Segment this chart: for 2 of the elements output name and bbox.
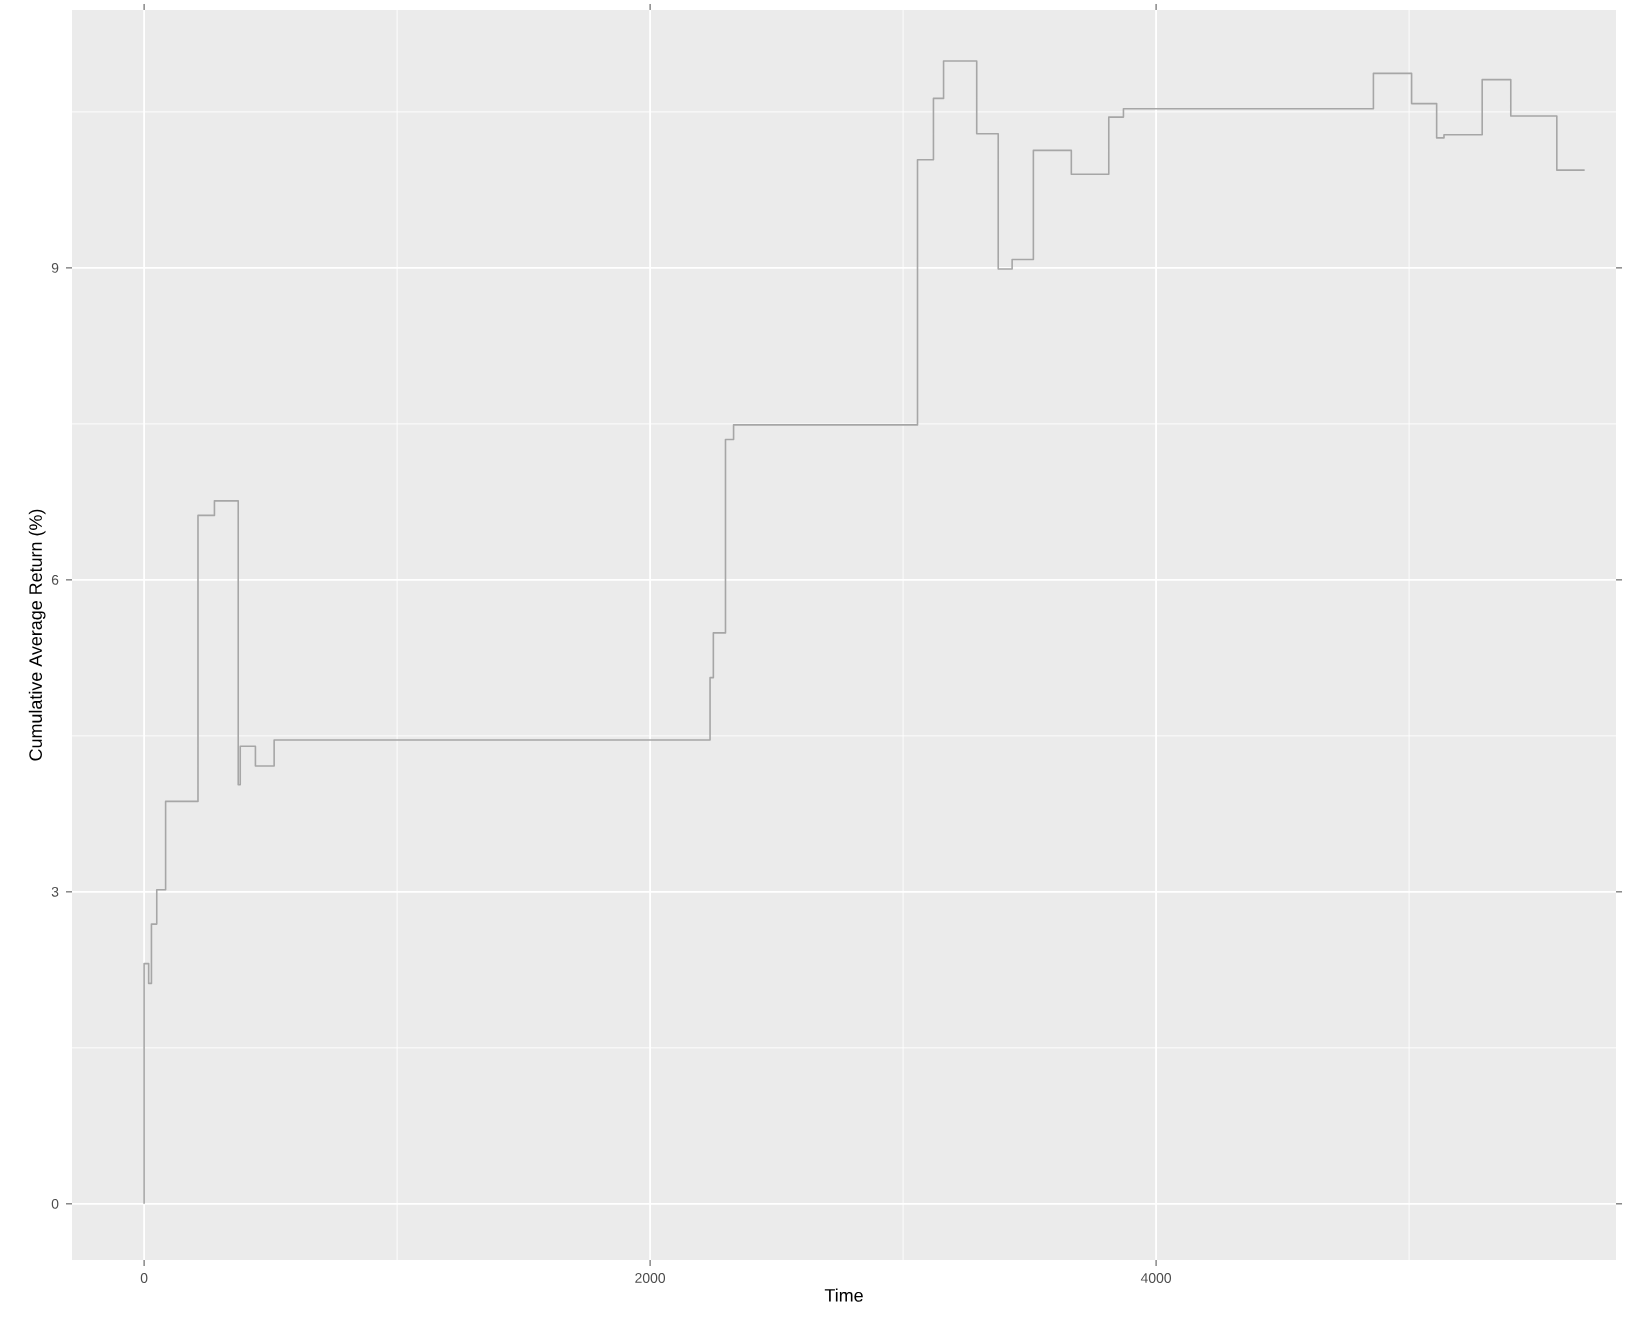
x-axis-title: Time (824, 1288, 863, 1302)
y-axis-title: Cumulative Average Return (%) (28, 509, 46, 761)
